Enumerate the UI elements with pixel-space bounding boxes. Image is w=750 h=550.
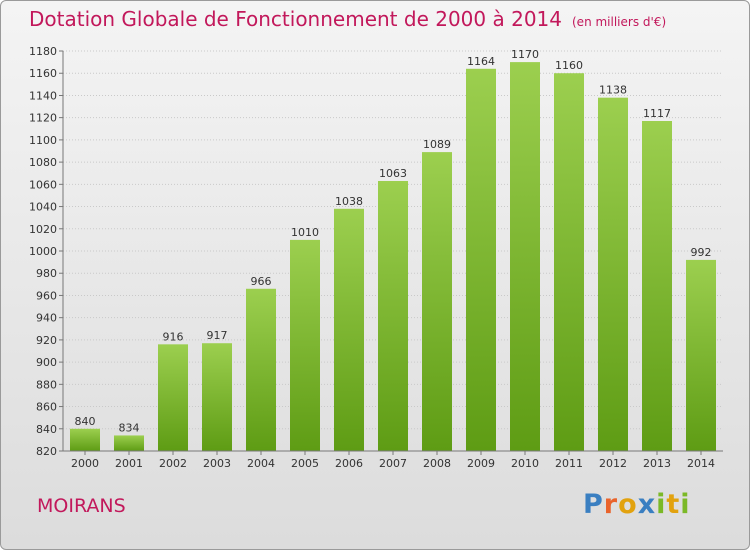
y-tick-label: 1120 (29, 112, 57, 125)
data-label: 1170 (511, 48, 539, 61)
x-tick-label: 2005 (291, 457, 319, 470)
bar (422, 152, 452, 451)
y-tick-label: 1160 (29, 67, 57, 80)
bar (510, 62, 540, 451)
y-tick-label: 920 (36, 334, 57, 347)
x-tick-label: 2003 (203, 457, 231, 470)
x-tick-label: 2011 (555, 457, 583, 470)
y-tick-label: 1100 (29, 134, 57, 147)
bar (642, 121, 672, 451)
y-tick-label: 1180 (29, 45, 57, 58)
y-tick-label: 900 (36, 356, 57, 369)
x-tick-label: 2013 (643, 457, 671, 470)
chart-subtitle: (en milliers d'€) (572, 15, 667, 29)
y-tick-label: 820 (36, 445, 57, 458)
x-tick-label: 2010 (511, 457, 539, 470)
y-tick-label: 1000 (29, 245, 57, 258)
bar (246, 288, 276, 451)
y-tick-label: 1080 (29, 156, 57, 169)
data-label: 834 (119, 421, 140, 434)
data-label: 992 (691, 246, 712, 259)
data-label: 1160 (555, 59, 583, 72)
x-tick-label: 2014 (687, 457, 715, 470)
chart-title-text: Dotation Globale de Fonctionnement de 20… (29, 7, 562, 31)
chart-title: Dotation Globale de Fonctionnement de 20… (29, 7, 666, 31)
y-tick-label: 860 (36, 401, 57, 414)
bar (554, 73, 584, 451)
bar (290, 239, 320, 451)
x-tick-label: 2007 (379, 457, 407, 470)
data-label: 840 (75, 415, 96, 428)
bar (378, 181, 408, 451)
x-tick-label: 2012 (599, 457, 627, 470)
x-tick-label: 2002 (159, 457, 187, 470)
bar (70, 428, 100, 451)
bar (114, 435, 144, 451)
data-label: 916 (163, 330, 184, 343)
data-label: 1089 (423, 138, 451, 151)
x-tick-label: 2006 (335, 457, 363, 470)
data-label: 1038 (335, 195, 363, 208)
x-tick-label: 2000 (71, 457, 99, 470)
bar (466, 68, 496, 452)
bar (598, 97, 628, 452)
data-label: 1010 (291, 226, 319, 239)
proxiti-logo: Proxiti (583, 489, 691, 520)
x-tick-label: 2001 (115, 457, 143, 470)
y-tick-label: 940 (36, 312, 57, 325)
y-tick-label: 1060 (29, 178, 57, 191)
location-name: MOIRANS (37, 495, 126, 517)
bar (334, 208, 364, 451)
data-label: 1117 (643, 107, 671, 120)
y-tick-label: 960 (36, 289, 57, 302)
y-tick-label: 980 (36, 267, 57, 280)
x-tick-label: 2009 (467, 457, 495, 470)
bar (686, 259, 716, 451)
data-label: 917 (207, 329, 228, 342)
x-tick-label: 2004 (247, 457, 275, 470)
y-tick-label: 840 (36, 423, 57, 436)
data-label: 966 (251, 275, 272, 288)
y-tick-label: 880 (36, 378, 57, 391)
y-tick-label: 1140 (29, 89, 57, 102)
data-label: 1164 (467, 55, 495, 68)
data-label: 1138 (599, 84, 627, 97)
y-tick-label: 1020 (29, 223, 57, 236)
y-tick-label: 1040 (29, 201, 57, 214)
data-label: 1063 (379, 167, 407, 180)
bar (202, 343, 232, 451)
x-tick-label: 2008 (423, 457, 451, 470)
bar (158, 344, 188, 451)
